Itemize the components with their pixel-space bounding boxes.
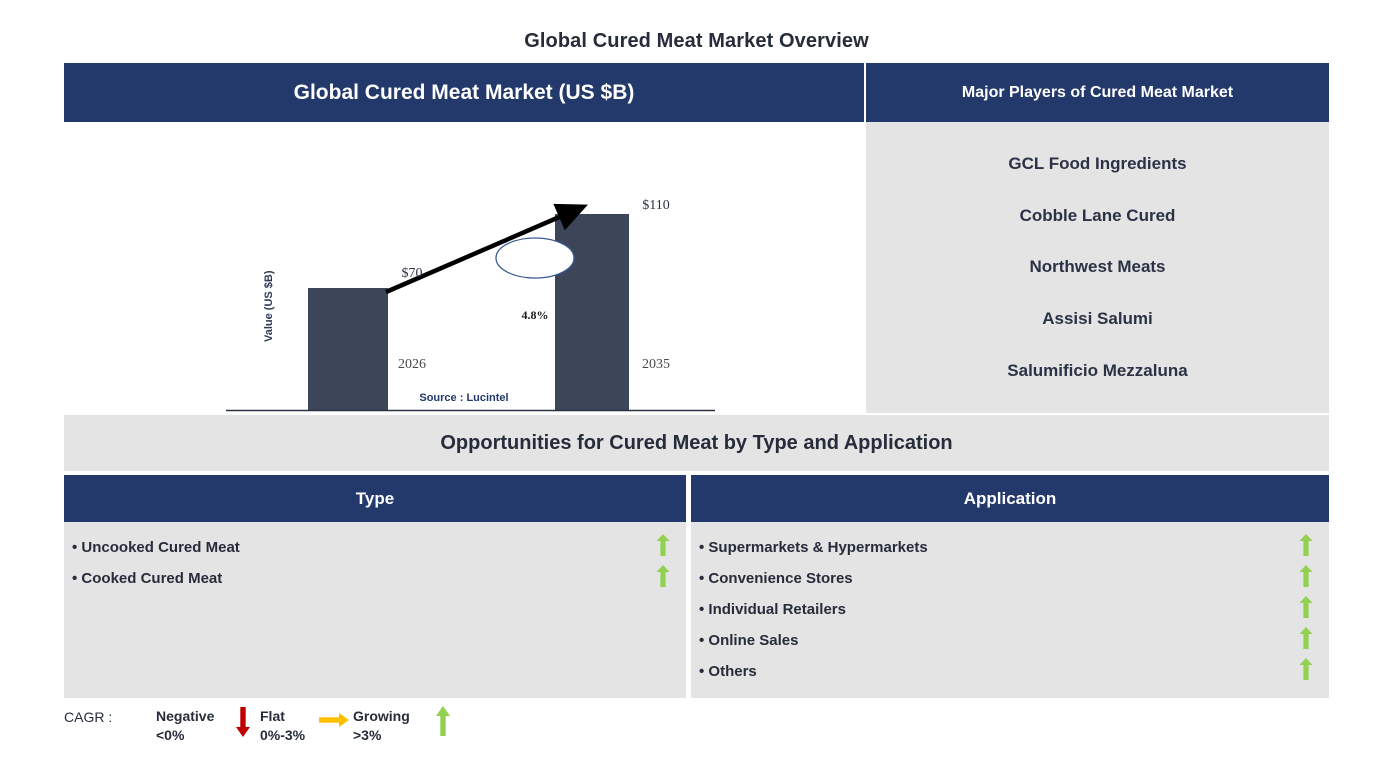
application-item-label: • Individual Retailers <box>699 601 846 618</box>
arrow-up-icon <box>1299 534 1313 561</box>
legend-entry-growing: Growing >3% <box>353 707 410 745</box>
growth-arrow <box>385 203 588 295</box>
list-item: Salumificio Mezzaluna <box>1007 361 1188 381</box>
arrow-up-icon <box>656 534 670 561</box>
list-item: Northwest Meats <box>1029 257 1166 277</box>
list-item: • Uncooked Cured Meat <box>64 532 686 563</box>
x-tick-2026: 2026 <box>398 357 426 372</box>
bar-value-label-2026: $70 <box>401 266 423 281</box>
arrow-down-icon <box>235 707 251 742</box>
application-panel: Application • Supermarkets & Hypermarket… <box>691 475 1329 698</box>
type-list: • Uncooked Cured Meat • Cooked Cured Mea… <box>64 522 686 698</box>
cagr-legend-title: CAGR : <box>64 709 113 725</box>
arrow-right-icon <box>319 712 349 733</box>
list-item: Cobble Lane Cured <box>1019 205 1176 225</box>
list-item: GCL Food Ingredients <box>1008 153 1187 173</box>
bar-2026 <box>308 288 388 410</box>
arrow-up-icon <box>1299 627 1313 654</box>
legend-entry-name: Negative <box>156 708 215 724</box>
application-item-label: • Convenience Stores <box>699 570 853 587</box>
opportunities-banner: Opportunities for Cured Meat by Type and… <box>64 415 1329 471</box>
legend-entry-name: Flat <box>260 708 285 724</box>
chart-plot-area: 4.8% <box>64 122 864 413</box>
list-item: • Convenience Stores <box>691 563 1329 594</box>
legend-entry-name: Growing <box>353 708 410 724</box>
arrow-up-icon <box>1299 658 1313 685</box>
legend-entry-range: <0% <box>156 727 185 743</box>
application-list: • Supermarkets & Hypermarkets • Convenie… <box>691 522 1329 698</box>
chart-panel-header: Global Cured Meat Market (US $B) <box>64 63 864 122</box>
legend-entry-range: 0%-3% <box>260 727 306 743</box>
list-item: • Individual Retailers <box>691 594 1329 625</box>
cagr-annotation-label: 4.8% <box>521 308 549 322</box>
major-players-panel: Major Players of Cured Meat Market GCL F… <box>866 63 1329 413</box>
list-item: • Supermarkets & Hypermarkets <box>691 532 1329 563</box>
players-panel-header: Major Players of Cured Meat Market <box>866 63 1329 122</box>
players-list: GCL Food Ingredients Cobble Lane Cured N… <box>866 122 1329 413</box>
chart-source: Source : Lucintel <box>419 392 509 404</box>
cagr-ellipse <box>495 237 575 279</box>
type-column-header: Type <box>64 475 686 522</box>
arrow-up-icon <box>656 565 670 592</box>
arrow-up-icon <box>435 706 451 741</box>
list-item: • Cooked Cured Meat <box>64 563 686 594</box>
type-item-label: • Cooked Cured Meat <box>72 570 223 587</box>
list-item: • Online Sales <box>691 625 1329 656</box>
arrow-up-icon <box>1299 596 1313 623</box>
application-column-header: Application <box>691 475 1329 522</box>
application-item-label: • Others <box>699 663 757 680</box>
bar-2035 <box>555 214 629 410</box>
arrow-up-icon <box>1299 565 1313 592</box>
legend-entry-flat: Flat 0%-3% <box>260 707 305 745</box>
application-item-label: • Supermarkets & Hypermarkets <box>699 539 928 556</box>
type-item-label: • Uncooked Cured Meat <box>72 539 240 556</box>
application-item-label: • Online Sales <box>699 632 799 649</box>
type-panel: Type • Uncooked Cured Meat • Cooked Cure… <box>64 475 686 698</box>
list-item: • Others <box>691 656 1329 687</box>
bar-chart-svg <box>226 203 715 412</box>
page-title: Global Cured Meat Market Overview <box>524 30 869 52</box>
x-tick-2035: 2035 <box>642 357 670 372</box>
chart-y-axis-label: Value (US $B) <box>263 270 275 342</box>
legend-entry-range: >3% <box>353 727 382 743</box>
cagr-legend: CAGR : Negative <0% Flat 0%-3% Growing >… <box>64 703 484 755</box>
legend-entry-negative: Negative <0% <box>156 707 214 745</box>
list-item: Assisi Salumi <box>1042 309 1153 329</box>
bar-value-label-2035: $110 <box>642 198 670 213</box>
market-chart-panel: Global Cured Meat Market (US $B) 4.8% <box>64 63 864 413</box>
